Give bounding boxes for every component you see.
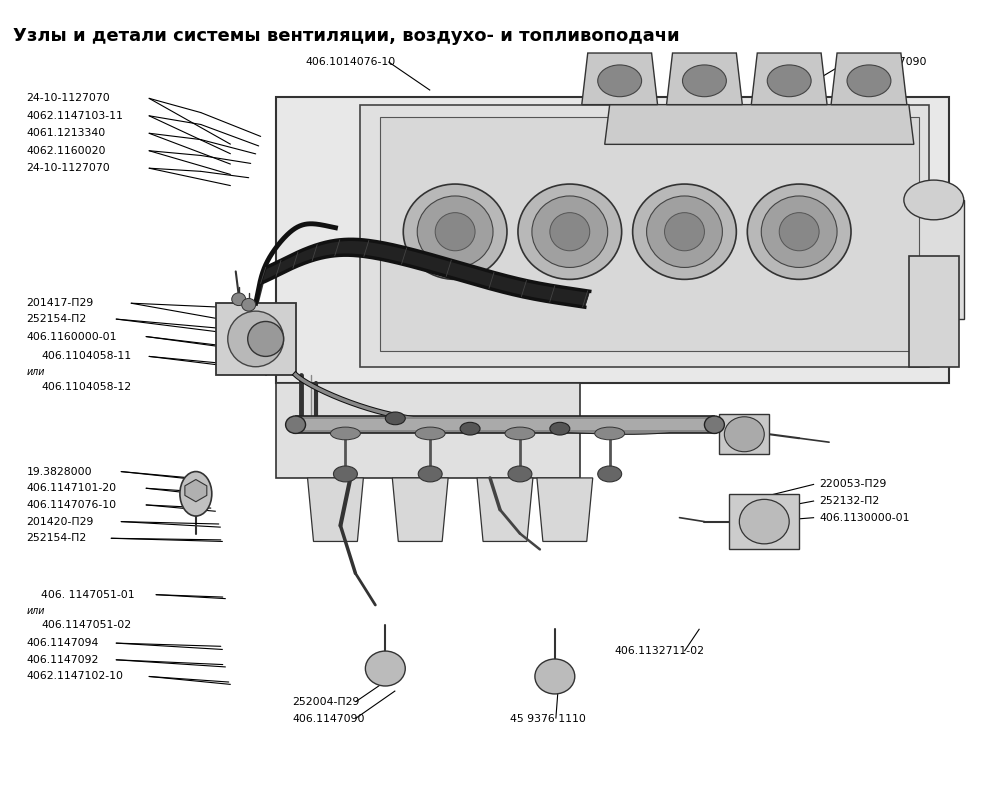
Text: или: или — [26, 606, 45, 615]
Ellipse shape — [682, 65, 726, 96]
Polygon shape — [308, 478, 363, 541]
Text: 24-10-1127070: 24-10-1127070 — [26, 163, 110, 173]
Ellipse shape — [435, 213, 475, 251]
Text: 220053-П29: 220053-П29 — [819, 479, 886, 489]
Text: 4062.1147102-10: 4062.1147102-10 — [26, 672, 123, 681]
Polygon shape — [380, 116, 919, 351]
Text: 406.1147076-10: 406.1147076-10 — [26, 500, 116, 510]
Ellipse shape — [248, 321, 284, 356]
Text: Узлы и детали системы вентиляции, воздухо- и топливоподачи: Узлы и детали системы вентиляции, воздух… — [13, 27, 680, 45]
Text: 252154-П2: 252154-П2 — [26, 533, 87, 544]
Ellipse shape — [595, 427, 625, 440]
Polygon shape — [477, 478, 533, 541]
Ellipse shape — [535, 659, 575, 694]
Polygon shape — [360, 104, 929, 367]
Text: 24-10-1127070: 24-10-1127070 — [26, 93, 110, 104]
Text: 201417-П29: 201417-П29 — [26, 298, 94, 308]
Polygon shape — [392, 478, 448, 541]
Text: 406.1160000-01: 406.1160000-01 — [26, 332, 117, 342]
Ellipse shape — [704, 416, 724, 434]
Text: 406.1104058-12: 406.1104058-12 — [41, 382, 131, 391]
Polygon shape — [276, 96, 949, 383]
Bar — [296, 416, 714, 434]
Ellipse shape — [508, 466, 532, 482]
Text: 406.1147101-20: 406.1147101-20 — [26, 483, 116, 493]
Polygon shape — [185, 480, 207, 502]
Polygon shape — [537, 478, 593, 541]
Text: 201420-П29: 201420-П29 — [26, 516, 94, 527]
Ellipse shape — [417, 196, 493, 268]
Ellipse shape — [385, 412, 405, 425]
Text: 406.1104058-11: 406.1104058-11 — [41, 351, 131, 361]
Polygon shape — [276, 383, 580, 478]
Ellipse shape — [228, 311, 284, 367]
Ellipse shape — [415, 427, 445, 440]
Text: 4062.1147103-11: 4062.1147103-11 — [26, 111, 123, 121]
Text: 4062.1160020: 4062.1160020 — [26, 146, 106, 155]
Text: 45 9376 1110: 45 9376 1110 — [510, 713, 586, 724]
Ellipse shape — [747, 184, 851, 280]
Polygon shape — [729, 494, 799, 549]
Text: 252154-П2: 252154-П2 — [26, 314, 87, 324]
Polygon shape — [261, 239, 590, 307]
Ellipse shape — [665, 213, 704, 251]
Ellipse shape — [180, 472, 212, 516]
Ellipse shape — [330, 427, 360, 440]
Bar — [296, 419, 714, 430]
Text: 252132-П2: 252132-П2 — [819, 496, 879, 506]
Ellipse shape — [904, 180, 964, 220]
Text: 19.3828000: 19.3828000 — [26, 466, 92, 477]
Text: 406.1147090: 406.1147090 — [854, 57, 927, 67]
Ellipse shape — [460, 422, 480, 435]
Ellipse shape — [232, 292, 246, 305]
Ellipse shape — [598, 65, 642, 96]
Polygon shape — [582, 53, 658, 104]
Ellipse shape — [598, 466, 622, 482]
Ellipse shape — [505, 427, 535, 440]
Ellipse shape — [242, 298, 256, 311]
Ellipse shape — [550, 213, 590, 251]
Ellipse shape — [761, 196, 837, 268]
Ellipse shape — [739, 500, 789, 544]
Text: 406.1130000-01: 406.1130000-01 — [819, 512, 910, 523]
Polygon shape — [605, 104, 914, 144]
Ellipse shape — [633, 184, 736, 280]
Ellipse shape — [532, 196, 608, 268]
Polygon shape — [667, 53, 742, 104]
Ellipse shape — [724, 417, 764, 452]
Ellipse shape — [403, 184, 507, 280]
Ellipse shape — [767, 65, 811, 96]
Ellipse shape — [647, 196, 722, 268]
Text: 406.1147090: 406.1147090 — [293, 713, 365, 724]
Text: 406.1014076-10: 406.1014076-10 — [306, 57, 396, 67]
Ellipse shape — [365, 651, 405, 686]
Polygon shape — [216, 303, 296, 375]
Polygon shape — [904, 200, 964, 319]
Ellipse shape — [333, 466, 357, 482]
Ellipse shape — [418, 466, 442, 482]
Text: 4061.1213340: 4061.1213340 — [26, 128, 106, 138]
Polygon shape — [719, 414, 769, 454]
Polygon shape — [909, 256, 959, 367]
Text: 406.1132711-02: 406.1132711-02 — [615, 646, 705, 656]
Ellipse shape — [286, 416, 306, 434]
Ellipse shape — [847, 65, 891, 96]
Text: или: или — [26, 367, 45, 377]
Polygon shape — [751, 53, 827, 104]
Text: 252004-П29: 252004-П29 — [293, 697, 360, 707]
Ellipse shape — [550, 422, 570, 435]
Text: 406. 1147051-01: 406. 1147051-01 — [41, 590, 135, 599]
Ellipse shape — [779, 213, 819, 251]
Text: 406.1147094: 406.1147094 — [26, 638, 99, 648]
Polygon shape — [831, 53, 907, 104]
Text: 406.1147051-02: 406.1147051-02 — [41, 620, 131, 630]
Ellipse shape — [518, 184, 622, 280]
Text: 406.1147092: 406.1147092 — [26, 655, 99, 665]
